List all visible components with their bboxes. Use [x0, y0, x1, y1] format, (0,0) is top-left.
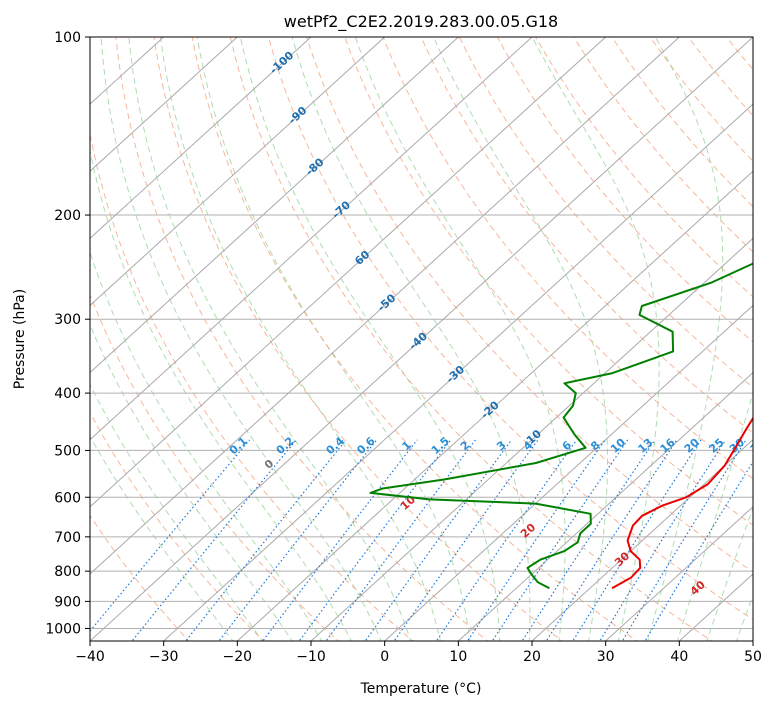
- y-tick-label: 700: [54, 530, 81, 546]
- x-tick-label: 50: [744, 649, 762, 665]
- y-axis: 100 200 300 400 500 600 700 800 900 1000: [45, 30, 90, 637]
- x-tick-label: 20: [523, 649, 541, 665]
- mixing-ratio-line: [185, 439, 347, 641]
- moist-adiabat-line: [100, 37, 382, 641]
- isotherm-line: [162, 103, 753, 641]
- y-tick-label: 1000: [45, 621, 81, 637]
- dry-adiabat-line: [267, 37, 753, 621]
- isotherm-line: [457, 371, 753, 641]
- mixing-ratio-label: 36: [748, 436, 768, 456]
- mixing-ratio-line: [572, 439, 702, 641]
- x-axis-title: Temperature (°C): [360, 681, 482, 697]
- mixing-ratio-line: [621, 439, 747, 641]
- isotherms: [90, 37, 753, 641]
- x-tick-label: −10: [296, 649, 326, 665]
- x-tick-label: −40: [75, 649, 105, 665]
- moist-adiabat-line: [90, 250, 323, 641]
- isotherm-line: [90, 37, 753, 641]
- isotherm-line: [90, 37, 312, 240]
- mixing-ratio-line: [545, 439, 678, 641]
- mixing-ratio-line: [644, 460, 753, 641]
- mixing-ratio-line: [599, 439, 727, 641]
- y-tick-label: 600: [54, 490, 81, 506]
- mixing-ratio-line: [521, 439, 656, 641]
- y-tick-label: 400: [54, 386, 81, 402]
- mixing-ratio-line: [262, 439, 418, 641]
- isotherm-line: [383, 304, 753, 641]
- x-tick-label: 0: [380, 649, 389, 665]
- x-tick-label: 10: [449, 649, 467, 665]
- x-tick-label: 30: [597, 649, 615, 665]
- isotherm-line: [90, 37, 386, 307]
- mixing-ratio-line: [393, 439, 539, 641]
- y-tick-label: 500: [54, 443, 81, 459]
- y-tick-label: 800: [54, 564, 81, 580]
- y-tick-label: 200: [54, 208, 81, 224]
- isotherm-line: [90, 37, 607, 508]
- isotherm-line: [531, 438, 753, 641]
- temperature-profile-line: [611, 416, 753, 590]
- isotherm-line: [90, 37, 239, 172]
- dry-adiabat-line: [90, 411, 265, 641]
- x-axis: −40 −30 −20 −10 0 10 20 30 40 50: [75, 641, 762, 665]
- y-tick-label: 900: [54, 594, 81, 610]
- mixing-ratio-line: [466, 439, 606, 641]
- y-tick-label: 300: [54, 312, 81, 328]
- x-tick-label: −30: [149, 649, 179, 665]
- y-axis-title: Pressure (hPa): [12, 289, 28, 389]
- chart-title: wetPf2_C2E2.2019.283.00.05.G18: [284, 12, 558, 32]
- x-tick-label: −20: [223, 649, 253, 665]
- dewpoint-profile-line: [369, 262, 753, 590]
- isotherm-line: [90, 37, 460, 374]
- isotherm-line: [90, 37, 533, 441]
- plot-frame: [89, 36, 754, 642]
- x-tick-label: 40: [670, 649, 688, 665]
- dry-adiabat-line: [306, 37, 753, 573]
- isotherm-line: [90, 37, 681, 575]
- mixing-ratio-lines: [90, 439, 753, 641]
- isotherm-line: [236, 170, 753, 641]
- y-tick-label: 100: [54, 30, 81, 46]
- mixing-ratio-line: [491, 439, 629, 641]
- profiles: [369, 262, 753, 590]
- mixing-ratio-line: [364, 439, 512, 641]
- dry-adiabat-line: [115, 37, 489, 641]
- isotherm-line: [604, 506, 753, 641]
- isotherm-line: [310, 237, 753, 641]
